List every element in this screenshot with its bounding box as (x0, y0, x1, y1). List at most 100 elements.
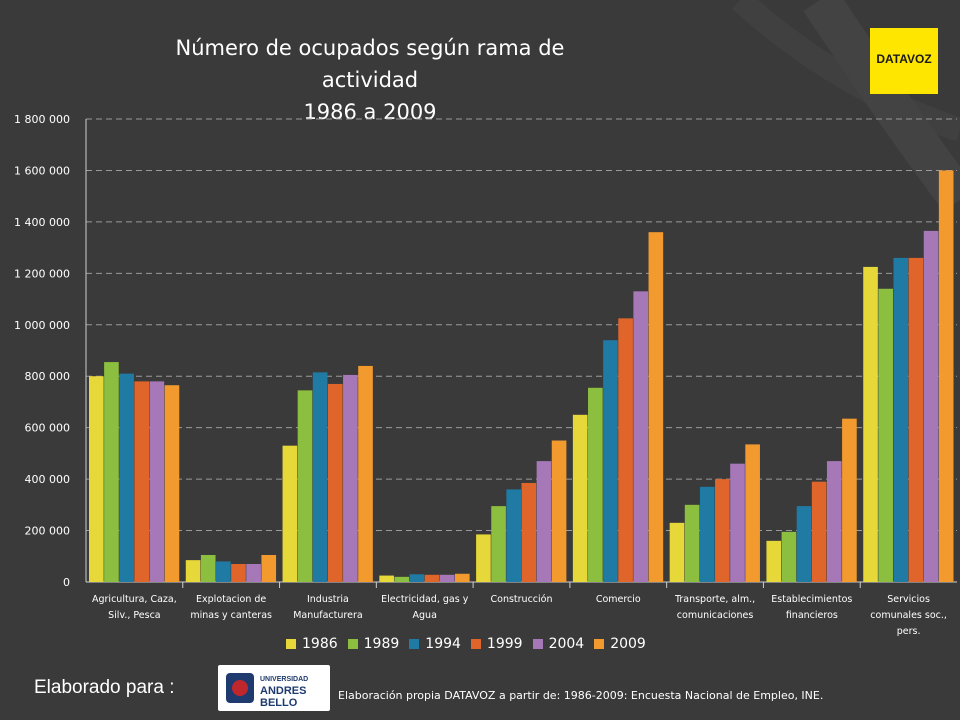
legend-label: 2009 (610, 636, 646, 652)
bar-2009 (551, 440, 567, 582)
bar-2004 (439, 574, 455, 582)
legend-label: 1986 (302, 636, 338, 652)
legend-swatch (470, 639, 481, 649)
bar-2009 (164, 385, 180, 582)
bar-2004 (923, 230, 939, 582)
bar-1994 (796, 506, 812, 582)
datavoz-logo: DATAVOZ (870, 28, 938, 94)
datavoz-logo-text: DATAVOZ (876, 52, 932, 66)
legend-item: 1994 (409, 636, 461, 652)
bar-1999 (521, 482, 537, 582)
elaborado-label: Elaborado para : (34, 677, 175, 698)
bar-1989 (104, 362, 119, 582)
bar-2004 (633, 291, 649, 582)
bar-1994 (119, 373, 134, 582)
bar-1999 (424, 574, 440, 582)
bar-2004 (826, 461, 842, 582)
uab-shield-icon (226, 673, 254, 703)
chart-title-line2: 1986 a 2009 (303, 100, 437, 124)
bar-1986 (379, 575, 394, 582)
bar-1994 (699, 486, 715, 582)
x-tick-label: Agricultura, Caza, (92, 594, 177, 605)
bar-1989 (394, 576, 410, 582)
legend-item: 2004 (532, 636, 584, 652)
legend-swatch (286, 639, 296, 649)
x-tick-label: Silv., Pesca (108, 610, 160, 621)
universidad-andres-bello-logo: UNIVERSIDAD ANDRES BELLO (218, 665, 330, 711)
chart-legend: 1986 1989 1994 1999 2004 2009 (286, 636, 646, 652)
bar-2009 (358, 365, 373, 582)
y-tick-label: 200 000 (25, 525, 71, 538)
y-tick-label: 1 600 000 (14, 164, 70, 177)
y-tick-label: 0 (63, 576, 70, 589)
chart-title-line1: Número de ocupados según rama de activid… (175, 36, 565, 92)
bar-2004 (246, 563, 261, 582)
x-tick-label: pers. (897, 626, 921, 637)
uab-logo-line1: UNIVERSIDAD (260, 676, 309, 683)
y-tick-label: 1 200 000 (14, 267, 70, 280)
bar-1986 (863, 266, 878, 582)
uab-logo-line2: ANDRES BELLO (260, 685, 307, 709)
bar-2004 (730, 463, 745, 582)
bar-1989 (781, 531, 797, 582)
bar-2009 (261, 554, 277, 582)
source-note: Elaboración propia DATAVOZ a partir de: … (338, 689, 824, 702)
bar-1986 (476, 534, 491, 582)
legend-swatch (594, 639, 605, 649)
chart-title: Número de ocupados según rama de activid… (130, 32, 610, 128)
bar-1999 (231, 563, 246, 582)
x-tick-label: Explotacion de (196, 594, 266, 605)
x-tick-label: minas y canteras (190, 610, 272, 621)
bar-2009 (648, 232, 664, 582)
x-tick-label: Industria (307, 594, 349, 605)
bar-2004 (536, 461, 552, 582)
y-tick-label: 400 000 (25, 473, 71, 486)
x-tick-label: Agua (413, 610, 437, 621)
bar-1999 (908, 257, 924, 582)
legend-label: 1994 (425, 636, 461, 652)
bar-1999 (327, 383, 343, 582)
x-tick-label: Transporte, alm., (674, 594, 755, 605)
bar-1994 (409, 574, 425, 582)
bar-2009 (745, 444, 760, 582)
x-tick-label: Manufacturera (293, 610, 362, 621)
legend-item: 1986 (286, 636, 338, 652)
bar-1989 (491, 506, 506, 582)
bar-1999 (811, 481, 827, 582)
bar-2004 (149, 381, 165, 582)
legend-item: 2009 (594, 636, 646, 652)
bar-2009 (454, 573, 470, 582)
bar-1994 (893, 257, 909, 582)
bar-1986 (572, 414, 588, 582)
y-tick-label: 1 800 000 (14, 113, 70, 126)
bar-1999 (715, 479, 730, 582)
bar-1994 (603, 340, 618, 582)
bar-1989 (684, 504, 700, 582)
legend-swatch (347, 639, 358, 649)
x-tick-label: Electricidad, gas y (381, 594, 469, 605)
legend-label: 1999 (486, 636, 523, 652)
bar-2009 (938, 170, 954, 582)
bar-1994 (506, 489, 521, 582)
bar-chart: 0 200 000 400 000 600 000 800 000 1 000 000 1 … (14, 113, 957, 637)
bar-1994 (312, 372, 328, 582)
legend-swatch (409, 639, 420, 649)
bar-1986 (669, 522, 685, 582)
legend-swatch (532, 639, 543, 649)
x-tick-label: Construcción (491, 594, 553, 605)
x-tick-label: Establecimientos (771, 594, 852, 605)
y-tick-label: 1 400 000 (14, 216, 70, 229)
bar-1986 (282, 445, 298, 582)
bar-1986 (89, 376, 104, 582)
bar-1989 (588, 387, 603, 582)
bar-1999 (134, 381, 150, 582)
y-tick-label: 1 000 000 (14, 319, 70, 332)
legend-label: 1989 (363, 636, 400, 652)
bar-2004 (343, 374, 358, 582)
x-tick-label: comunales soc., (870, 610, 947, 621)
x-tick-label: Comercio (596, 594, 641, 605)
x-tick-label: Servicios (887, 594, 930, 605)
bar-1986 (766, 540, 782, 582)
bar-1986 (185, 560, 201, 582)
legend-item: 1999 (470, 636, 523, 652)
